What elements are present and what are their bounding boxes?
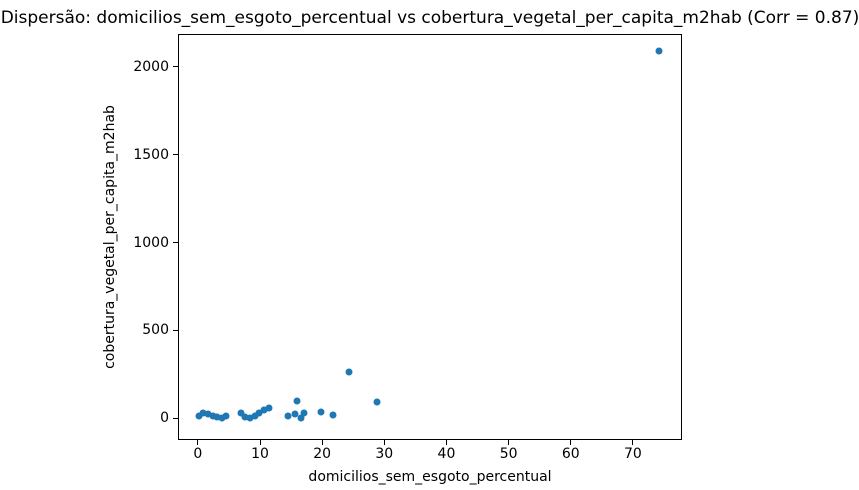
y-tick-label: 1500 [133,146,169,163]
y-tick-mark [173,242,178,244]
scatter-point [204,410,212,418]
scatter-point [345,368,353,376]
x-tick-mark [197,440,199,445]
scatter-point [317,408,325,416]
y-tick-label: 1000 [133,234,169,251]
x-tick-label: 60 [561,446,580,462]
y-tick-mark [173,154,178,156]
x-tick-label: 10 [251,446,269,462]
scatter-point [209,412,217,420]
scatter-point [255,409,263,417]
y-tick-label: 0 [160,410,169,427]
scatter-point [300,409,308,417]
scatter-point [218,414,225,422]
y-tick-mark [173,66,178,68]
x-tick-mark [508,440,510,445]
scatter-point [329,411,337,419]
scatter-point [297,414,305,422]
chart-title: Dispersão: domicilios_sem_esgoto_percent… [0,8,859,28]
scatter-point [237,409,245,417]
x-axis-label: domicilios_sem_esgoto_percentual [308,469,552,485]
scatter-point [260,406,268,414]
scatter-point [265,404,273,412]
x-tick-mark [383,440,385,445]
x-tick-label: 30 [375,446,394,462]
y-tick-mark [173,417,178,419]
x-tick-label: 50 [499,446,518,462]
scatter-point [213,413,221,421]
y-tick-mark [173,329,178,331]
x-tick-mark [259,440,261,445]
scatter-point [251,412,259,420]
y-tick-label: 2000 [133,58,169,75]
x-tick-label: 40 [437,446,456,462]
x-tick-mark [570,440,572,445]
scatter-point [246,414,254,422]
scatter-point [195,412,203,420]
scatter-point [293,397,301,405]
x-tick-mark [632,440,634,445]
scatter-point [284,412,292,420]
x-tick-label: 20 [313,446,332,462]
y-axis-label: cobertura_vegetal_per_capita_m2hab [102,105,118,369]
scatter-point [655,47,663,55]
x-tick-label: 0 [193,446,203,462]
scatter-point [241,413,249,421]
y-tick-label: 500 [142,322,169,339]
x-tick-mark [321,440,323,445]
scatter-point [222,412,230,420]
plot-area [178,34,682,440]
x-tick-label: 70 [623,446,642,462]
x-tick-mark [445,440,447,445]
scatter-point [291,410,299,418]
scatter-point [373,398,381,406]
scatter-point [199,409,207,417]
